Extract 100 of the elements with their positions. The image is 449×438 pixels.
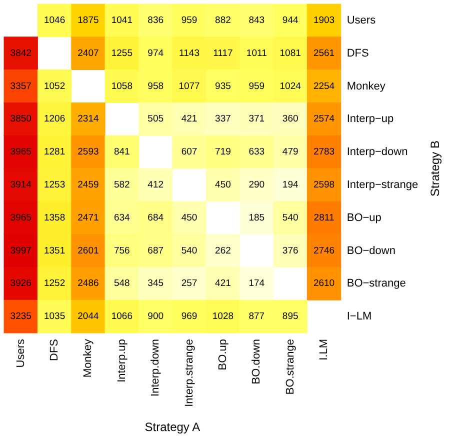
data-label: 1066 <box>111 311 132 322</box>
data-label: 1058 <box>111 80 132 92</box>
data-label: 944 <box>282 14 298 26</box>
data-label: 2598 <box>313 179 335 190</box>
data-label: 843 <box>248 14 265 26</box>
data-label: 974 <box>148 48 164 59</box>
data-label: 900 <box>148 311 164 322</box>
data-label: 2783 <box>313 146 335 158</box>
y-tick-label: Interp−up <box>346 113 394 126</box>
data-label: 2574 <box>313 114 335 125</box>
data-label: 895 <box>282 311 298 322</box>
data-label: 548 <box>114 278 130 290</box>
y-tick-label: Monkey <box>346 80 386 92</box>
data-label: 582 <box>114 179 130 190</box>
data-label: 1041 <box>111 14 132 26</box>
y-tick-label: I−LM <box>346 310 372 323</box>
data-label: 1255 <box>111 48 132 59</box>
x-tick-label: Interp.strange <box>183 339 196 407</box>
data-label: 3235 <box>10 311 32 322</box>
data-label: 958 <box>148 80 164 92</box>
data-label: 2314 <box>78 114 99 125</box>
data-label: 1028 <box>212 311 234 322</box>
data-label: 376 <box>282 245 298 256</box>
data-label: 1077 <box>178 80 200 92</box>
x-tick-label: Interp.up <box>116 339 128 382</box>
data-label: 959 <box>181 14 198 26</box>
data-label: 1252 <box>44 278 66 290</box>
data-label: 3357 <box>10 80 32 92</box>
data-label: 2610 <box>313 278 335 290</box>
y-tick-label: BO−strange <box>346 278 406 290</box>
y-tick-label: Users <box>346 14 376 26</box>
data-label: 3842 <box>10 48 32 59</box>
data-label: 969 <box>181 311 198 322</box>
data-label: 1875 <box>78 14 99 26</box>
data-label: 684 <box>148 212 164 224</box>
data-label: 1351 <box>44 245 66 256</box>
data-label: 1052 <box>44 80 66 92</box>
data-label: 633 <box>248 146 265 158</box>
data-label: 1143 <box>179 48 200 59</box>
data-label: 3965 <box>10 146 32 158</box>
y-tick-label: Interp−down <box>346 146 408 158</box>
data-label: 450 <box>181 212 198 224</box>
data-label: 257 <box>181 278 198 290</box>
data-label: 450 <box>215 179 231 190</box>
data-label: 1117 <box>213 48 233 59</box>
data-label: 2407 <box>78 48 99 59</box>
x-tick-label: DFS <box>48 339 61 361</box>
data-label: 540 <box>181 245 198 256</box>
data-label: 174 <box>248 278 265 290</box>
data-label: 2459 <box>78 179 99 190</box>
data-label: 2471 <box>78 212 99 224</box>
data-label: 719 <box>215 146 231 158</box>
data-label: 1081 <box>280 48 301 59</box>
data-label: 1903 <box>313 14 335 26</box>
data-label: 1024 <box>280 80 301 92</box>
data-label: 360 <box>282 114 298 125</box>
data-label: 479 <box>282 146 298 158</box>
x-tick-label: BO.strange <box>284 339 296 395</box>
y-tick-label: BO−up <box>346 212 382 224</box>
data-label: 412 <box>148 179 164 190</box>
x-axis-title: Strategy A <box>144 420 200 434</box>
y-axis-title: Strategy B <box>428 140 442 197</box>
data-label: 756 <box>114 245 130 256</box>
data-label: 3965 <box>10 212 32 224</box>
data-label: 540 <box>282 212 298 224</box>
data-label: 1253 <box>44 179 66 190</box>
x-tick-label: BO.up <box>216 339 229 370</box>
data-label: 1035 <box>44 311 66 322</box>
data-label: 877 <box>248 311 265 322</box>
data-label: 371 <box>248 114 265 125</box>
y-tick-label: DFS <box>346 47 369 60</box>
x-tick-label: Monkey <box>82 338 94 378</box>
data-label: 290 <box>248 179 265 190</box>
x-tick-label: BO.down <box>250 339 263 384</box>
data-label: 1281 <box>44 146 66 158</box>
data-label: 2254 <box>313 80 335 92</box>
data-label: 337 <box>215 114 231 125</box>
data-label: 2746 <box>313 245 335 256</box>
data-label: 2486 <box>78 278 99 290</box>
data-label: 2601 <box>78 245 99 256</box>
data-label: 959 <box>248 80 265 92</box>
data-label: 185 <box>248 212 265 224</box>
data-label: 1011 <box>246 48 267 59</box>
data-label: 836 <box>148 14 164 26</box>
data-label: 2593 <box>78 146 99 158</box>
data-label: 3914 <box>10 179 32 190</box>
x-tick-label: Users <box>14 338 27 368</box>
data-label: 2561 <box>313 48 335 59</box>
y-tick-label: BO−down <box>346 244 396 257</box>
data-label: 421 <box>215 278 231 290</box>
data-label: 505 <box>148 114 164 125</box>
x-tick-label: Interp.down <box>150 339 162 396</box>
data-label: 607 <box>181 146 198 158</box>
data-label: 3926 <box>10 278 32 290</box>
x-tick-label: I.LM <box>318 339 330 360</box>
data-label: 634 <box>114 212 130 224</box>
data-label: 841 <box>114 146 130 158</box>
data-label: 882 <box>215 14 231 26</box>
data-label: 2811 <box>314 212 334 224</box>
data-label: 1358 <box>44 212 66 224</box>
